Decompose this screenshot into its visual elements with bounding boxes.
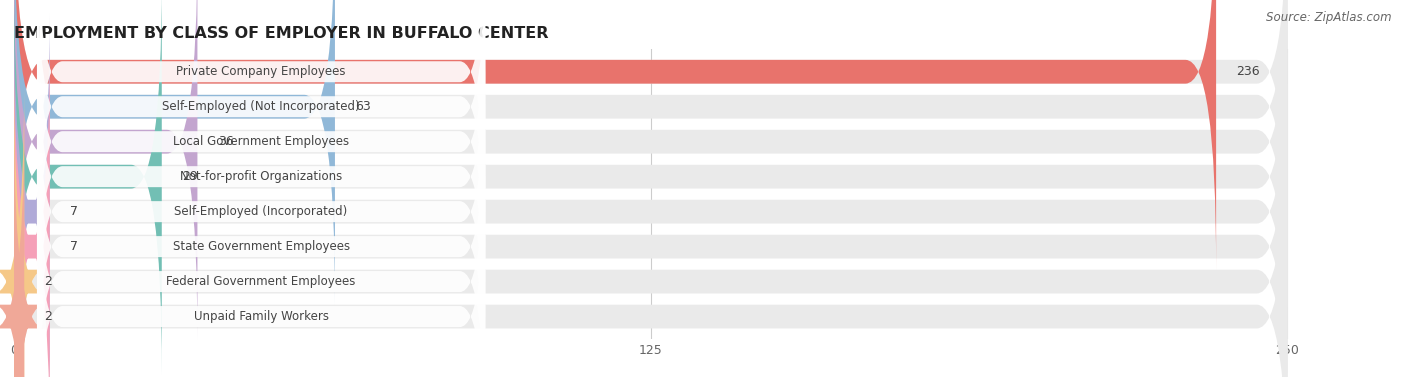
Text: Federal Government Employees: Federal Government Employees (166, 275, 356, 288)
FancyBboxPatch shape (37, 152, 485, 377)
Text: 7: 7 (70, 205, 79, 218)
FancyBboxPatch shape (14, 0, 1288, 305)
FancyBboxPatch shape (14, 0, 1288, 340)
FancyBboxPatch shape (14, 0, 335, 305)
FancyBboxPatch shape (37, 117, 485, 377)
FancyBboxPatch shape (37, 0, 485, 236)
FancyBboxPatch shape (37, 82, 485, 377)
FancyBboxPatch shape (37, 47, 485, 376)
Text: 2: 2 (45, 310, 52, 323)
Text: EMPLOYMENT BY CLASS OF EMPLOYER IN BUFFALO CENTER: EMPLOYMENT BY CLASS OF EMPLOYER IN BUFFA… (14, 26, 548, 41)
FancyBboxPatch shape (14, 49, 49, 377)
FancyBboxPatch shape (37, 0, 485, 306)
Text: 7: 7 (70, 240, 79, 253)
FancyBboxPatch shape (14, 0, 162, 375)
FancyBboxPatch shape (14, 14, 49, 377)
Text: 236: 236 (1236, 65, 1260, 78)
Text: Unpaid Family Workers: Unpaid Family Workers (194, 310, 329, 323)
FancyBboxPatch shape (14, 119, 1288, 377)
Text: Source: ZipAtlas.com: Source: ZipAtlas.com (1267, 11, 1392, 24)
FancyBboxPatch shape (0, 119, 45, 377)
Text: State Government Employees: State Government Employees (173, 240, 350, 253)
Text: Local Government Employees: Local Government Employees (173, 135, 349, 148)
Text: 29: 29 (183, 170, 198, 183)
FancyBboxPatch shape (14, 0, 1216, 270)
Text: 63: 63 (356, 100, 371, 113)
FancyBboxPatch shape (14, 0, 1288, 375)
Text: Self-Employed (Incorporated): Self-Employed (Incorporated) (174, 205, 347, 218)
FancyBboxPatch shape (37, 0, 485, 271)
FancyBboxPatch shape (14, 0, 1288, 270)
Text: Not-for-profit Organizations: Not-for-profit Organizations (180, 170, 342, 183)
FancyBboxPatch shape (14, 84, 1288, 377)
FancyBboxPatch shape (14, 14, 1288, 377)
Text: Private Company Employees: Private Company Employees (176, 65, 346, 78)
Text: 36: 36 (218, 135, 233, 148)
FancyBboxPatch shape (0, 84, 45, 377)
FancyBboxPatch shape (37, 12, 485, 341)
Text: 2: 2 (45, 275, 52, 288)
FancyBboxPatch shape (14, 0, 197, 340)
Text: Self-Employed (Not Incorporated): Self-Employed (Not Incorporated) (162, 100, 360, 113)
FancyBboxPatch shape (14, 49, 1288, 377)
